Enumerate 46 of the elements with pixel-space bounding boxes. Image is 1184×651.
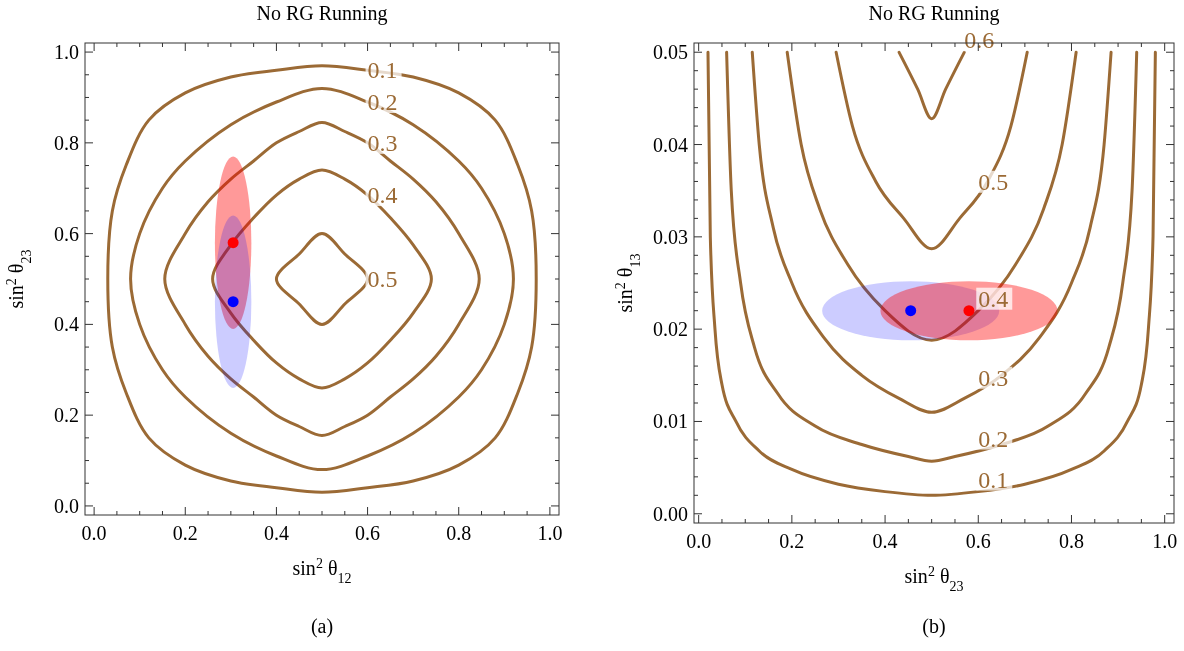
y-tick-label: 1.0 bbox=[54, 41, 79, 64]
x-tick-label: 0.4 bbox=[263, 522, 289, 544]
x-tick-label: 0.2 bbox=[172, 522, 198, 544]
series-label: 0.1 bbox=[978, 466, 1009, 493]
annotation: 0.4 bbox=[367, 182, 398, 209]
y-tick-label: 0.05 bbox=[653, 41, 688, 64]
series-label: 0.2 bbox=[978, 425, 1009, 452]
line-series bbox=[706, 50, 1157, 497]
annotation: 0.5 bbox=[367, 266, 398, 292]
x-tick-label: 0.6 bbox=[355, 522, 381, 544]
series-label: 0.5 bbox=[978, 168, 1009, 195]
x-axis-title: sin$^{2}$ θ$_{12}$ bbox=[292, 555, 352, 586]
line-series bbox=[725, 50, 1139, 463]
chart-title: No RG Running bbox=[256, 2, 388, 25]
y-tick-label: 0.00 bbox=[653, 502, 688, 525]
y-tick-label: 0.0 bbox=[54, 494, 79, 517]
line-series bbox=[834, 50, 1029, 251]
x-tick-label: 1.0 bbox=[1152, 530, 1178, 552]
x-tick-label: 0.4 bbox=[872, 530, 898, 552]
chart-title: No RG Running bbox=[868, 2, 1000, 25]
annotation: 0.3 bbox=[367, 129, 398, 156]
y-tick-label: 0.03 bbox=[653, 225, 688, 248]
series-label: 0.4 bbox=[978, 285, 1009, 312]
annotation: 0.1 bbox=[367, 57, 398, 84]
y-tick-label: 0.02 bbox=[653, 318, 688, 341]
x-tick-label: 0.8 bbox=[1058, 530, 1084, 552]
series-label: 0.6 bbox=[964, 27, 995, 54]
y-tick-label: 0.04 bbox=[653, 133, 688, 156]
x-tick-label: 0.0 bbox=[686, 530, 712, 552]
line-series bbox=[750, 50, 1113, 414]
x-tick-label: 0.8 bbox=[446, 522, 472, 544]
text: (b) bbox=[922, 615, 946, 638]
x-tick-label: 1.0 bbox=[537, 522, 563, 544]
y-tick-label: 0.2 bbox=[54, 404, 79, 427]
x-tick-label: 0.2 bbox=[779, 530, 805, 552]
x-axis-title: sin$^{2}$ θ$_{23}$ bbox=[904, 563, 964, 594]
text: (a) bbox=[310, 615, 334, 638]
annotation: 0.2 bbox=[367, 89, 398, 115]
x-tick-label: 0.6 bbox=[965, 530, 991, 552]
y-tick-label: 0.4 bbox=[54, 313, 79, 336]
y-tick-label: 0.8 bbox=[54, 131, 79, 154]
y-tick-label: 0.01 bbox=[653, 410, 688, 433]
line-series bbox=[785, 50, 1078, 342]
y-tick-label: 0.6 bbox=[54, 222, 79, 245]
x-tick-label: 0.0 bbox=[81, 522, 107, 544]
series-label: 0.3 bbox=[978, 364, 1009, 391]
